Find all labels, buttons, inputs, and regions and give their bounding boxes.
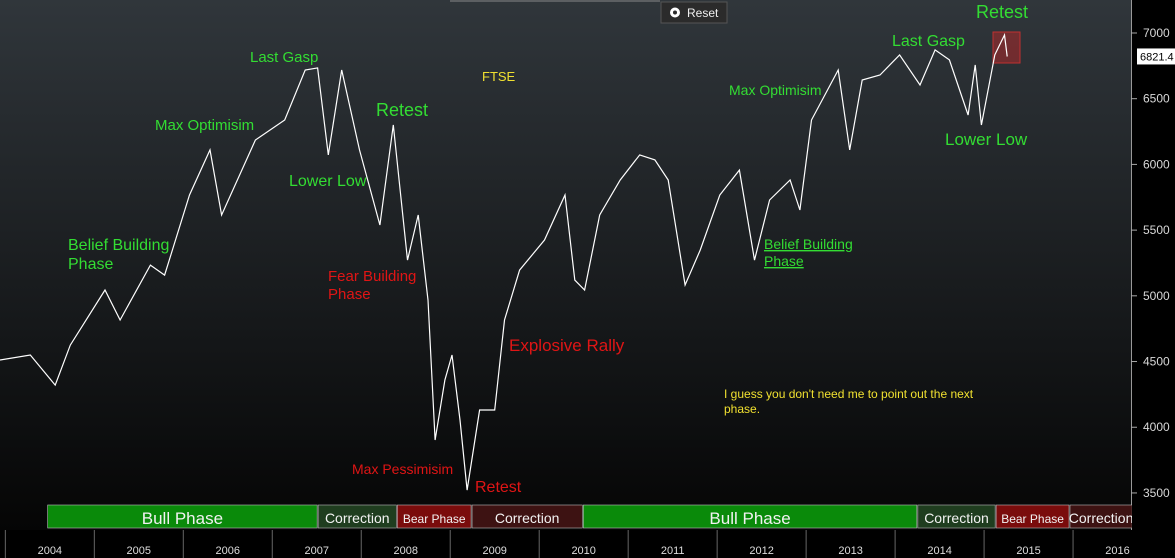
- phase-bar: [47, 504, 318, 529]
- annotation: Phase: [328, 286, 371, 303]
- phase-bar: [1069, 504, 1132, 529]
- phase-bar: [582, 504, 918, 529]
- y-tick-label: 7000: [1143, 26, 1170, 40]
- x-tick-label: 2010: [571, 545, 595, 557]
- y-tick-label: 5000: [1143, 289, 1170, 303]
- phase-label: Bull Phase: [709, 509, 790, 528]
- annotation: Phase: [68, 256, 113, 273]
- y-tick-label: 6000: [1143, 157, 1170, 171]
- annotation: Last Gasp: [892, 33, 965, 50]
- x-tick-label: 2007: [305, 545, 329, 557]
- y-tick-label: 3500: [1143, 486, 1170, 500]
- phase-label: Bull Phase: [142, 509, 223, 528]
- phase-bar: [397, 504, 472, 529]
- annotation: Explosive Rally: [509, 336, 625, 355]
- axis-background: [1132, 0, 1175, 558]
- phase-bar: [917, 504, 996, 529]
- reset-icon-dot[interactable]: [673, 10, 677, 15]
- y-tick-label: 6500: [1143, 92, 1170, 106]
- annotation: Belief Building: [764, 236, 853, 252]
- phase-label: Bear Phase: [403, 512, 466, 526]
- plot-area: 2004 2005 2006 2007 2008 2009 2010 2011 2012 2013…: [0, 32, 1134, 558]
- x-tick-label: 2014: [927, 545, 951, 557]
- x-tick-label: 2005: [127, 545, 151, 557]
- annotation: Lower Low: [289, 173, 367, 190]
- annotation: Phase: [764, 253, 804, 269]
- annotation: Retest: [376, 100, 428, 120]
- annotation: Max Pessimisim: [352, 461, 453, 477]
- date-strip: [0, 530, 1132, 558]
- annotation: I guess you don't need me to point out t…: [724, 387, 974, 401]
- annotation: Retest: [976, 2, 1028, 22]
- annotation: Max Optimisim: [155, 117, 254, 134]
- x-tick-label: 2008: [393, 545, 417, 557]
- reset-button-bg[interactable]: [660, 1, 728, 24]
- phase-label: Correction: [924, 510, 989, 526]
- x-tick-label: 2012: [749, 545, 773, 557]
- x-tick-label: 2011: [661, 545, 685, 557]
- annotation: Belief Building: [68, 237, 169, 254]
- phase-label: Correction: [325, 510, 390, 526]
- phase-bar: [471, 504, 583, 529]
- reset-label[interactable]: Reset: [687, 6, 719, 20]
- x-tick-label: 2004: [38, 545, 62, 557]
- phase-label: Bear Phase: [1001, 512, 1064, 526]
- price-line: [0, 32, 1008, 491]
- x-tick-label: 2015: [1016, 545, 1040, 557]
- reset-button[interactable]: Reset: [660, 1, 728, 24]
- annotation: Lower Low: [945, 130, 1028, 149]
- annotation: Max Optimisim: [729, 82, 822, 98]
- plot-background: [0, 0, 1132, 530]
- phase-label: Correction: [495, 510, 560, 526]
- last-value-box: [1137, 48, 1175, 65]
- phase-label: Correction: [1069, 510, 1134, 526]
- annotation: Last Gasp: [250, 49, 318, 66]
- x-tick-label: 2009: [482, 545, 506, 557]
- last-value-label: 6821.4: [1140, 51, 1174, 63]
- x-tick-label: 2013: [838, 545, 862, 557]
- y-tick-label: 4000: [1143, 420, 1170, 434]
- annotation: Retest: [475, 479, 522, 496]
- chart-title: FTSE: [482, 69, 516, 84]
- phase-bar: [995, 504, 1070, 529]
- x-tick-label: 2016: [1105, 545, 1129, 557]
- x-tick-label: 2006: [216, 545, 240, 557]
- annotation: Fear Building: [328, 268, 416, 285]
- annotation: phase.: [724, 402, 760, 416]
- y-tick-label: 4500: [1143, 355, 1170, 369]
- y-tick-label: 5500: [1143, 223, 1170, 237]
- phase-bar: [317, 504, 397, 529]
